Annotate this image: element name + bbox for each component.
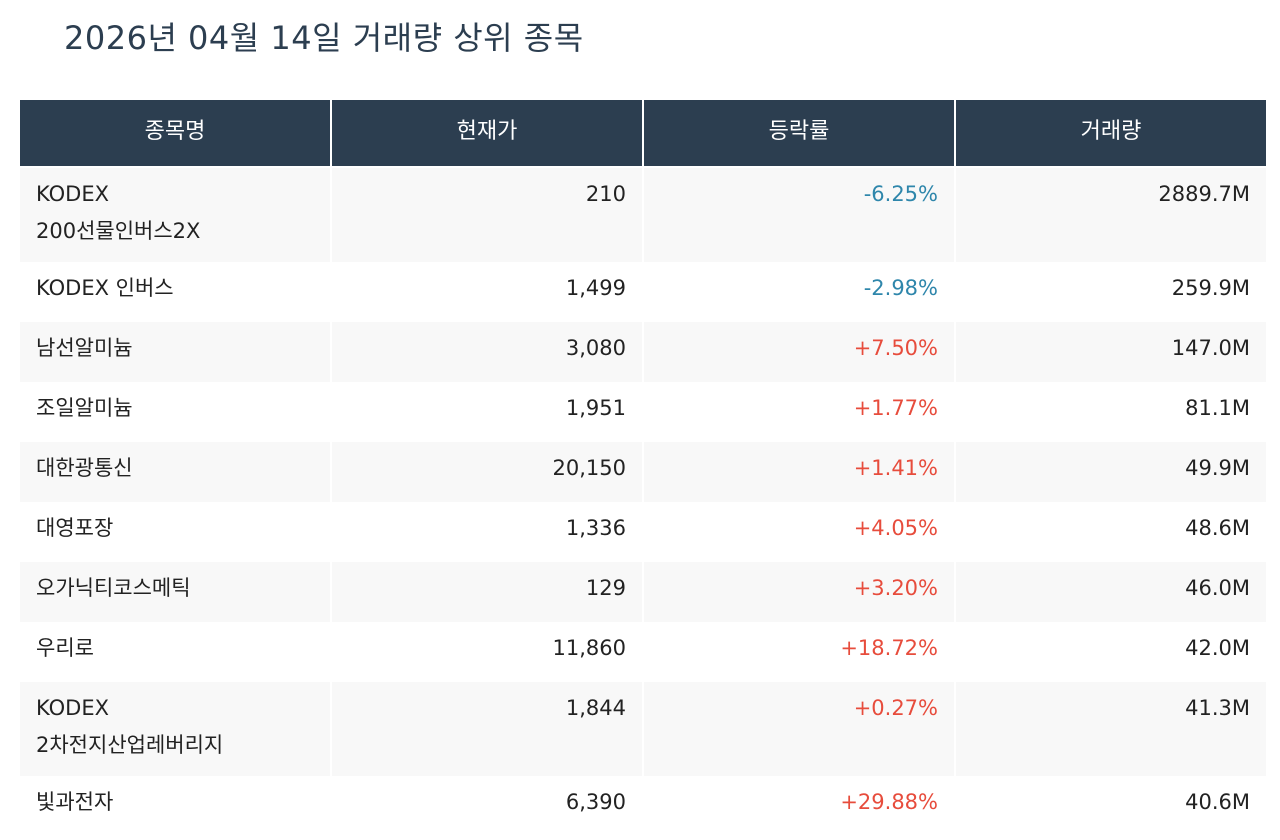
stock-volume: 2889.7M	[956, 168, 1266, 262]
stock-price: 1,951	[332, 382, 642, 442]
stock-change: -2.98%	[644, 262, 954, 322]
table-row: 빛과전자 6,390 +29.88% 40.6M	[20, 776, 1266, 836]
table-row: 우리로 11,860 +18.72% 42.0M	[20, 622, 1266, 682]
stock-change: +0.27%	[644, 682, 954, 776]
stock-price: 1,336	[332, 502, 642, 562]
stock-volume: 259.9M	[956, 262, 1266, 322]
table-row: 오가닉티코스메틱 129 +3.20% 46.0M	[20, 562, 1266, 622]
stock-change: +29.88%	[644, 776, 954, 836]
stock-volume: 46.0M	[956, 562, 1266, 622]
column-header-change: 등락률	[644, 100, 954, 168]
table-row: 남선알미늄 3,080 +7.50% 147.0M	[20, 322, 1266, 382]
stock-volume: 81.1M	[956, 382, 1266, 442]
stock-volume: 48.6M	[956, 502, 1266, 562]
stock-name: 우리로	[20, 622, 330, 682]
table-row: KODEX 200선물인버스2X 210 -6.25% 2889.7M	[20, 168, 1266, 262]
stock-price: 11,860	[332, 622, 642, 682]
stock-change: +7.50%	[644, 322, 954, 382]
stock-name: KODEX 2차전지산업레버리지	[20, 682, 330, 776]
stock-volume: 41.3M	[956, 682, 1266, 776]
page-title: 2026년 04월 14일 거래량 상위 종목	[64, 19, 584, 57]
stock-name: KODEX 200선물인버스2X	[20, 168, 330, 262]
stock-price: 129	[332, 562, 642, 622]
stock-name: 대한광통신	[20, 442, 330, 502]
stock-name: 대영포장	[20, 502, 330, 562]
stock-name: 조일알미늄	[20, 382, 330, 442]
stock-price: 1,499	[332, 262, 642, 322]
stock-volume: 49.9M	[956, 442, 1266, 502]
table-row: KODEX 2차전지산업레버리지 1,844 +0.27% 41.3M	[20, 682, 1266, 776]
table-row: 조일알미늄 1,951 +1.77% 81.1M	[20, 382, 1266, 442]
stock-name: 남선알미늄	[20, 322, 330, 382]
stock-change: +1.41%	[644, 442, 954, 502]
table-header-row: 종목명 현재가 등락률 거래량	[20, 100, 1266, 168]
stock-price: 3,080	[332, 322, 642, 382]
stock-volume: 42.0M	[956, 622, 1266, 682]
stock-price: 20,150	[332, 442, 642, 502]
stock-change: +18.72%	[644, 622, 954, 682]
stock-name: KODEX 인버스	[20, 262, 330, 322]
volume-ranking-table: 종목명 현재가 등락률 거래량 KODEX 200선물인버스2X 210 -6.…	[18, 100, 1268, 836]
stock-change: +4.05%	[644, 502, 954, 562]
stock-change: +3.20%	[644, 562, 954, 622]
stock-volume: 147.0M	[956, 322, 1266, 382]
column-header-volume: 거래량	[956, 100, 1266, 168]
table-row: 대한광통신 20,150 +1.41% 49.9M	[20, 442, 1266, 502]
stock-volume: 40.6M	[956, 776, 1266, 836]
stock-name: 빛과전자	[20, 776, 330, 836]
stock-change: -6.25%	[644, 168, 954, 262]
column-header-price: 현재가	[332, 100, 642, 168]
stock-change: +1.77%	[644, 382, 954, 442]
stock-price: 6,390	[332, 776, 642, 836]
stock-name: 오가닉티코스메틱	[20, 562, 330, 622]
table-row: 대영포장 1,336 +4.05% 48.6M	[20, 502, 1266, 562]
column-header-name: 종목명	[20, 100, 330, 168]
stock-price: 210	[332, 168, 642, 262]
stock-price: 1,844	[332, 682, 642, 776]
table-row: KODEX 인버스 1,499 -2.98% 259.9M	[20, 262, 1266, 322]
